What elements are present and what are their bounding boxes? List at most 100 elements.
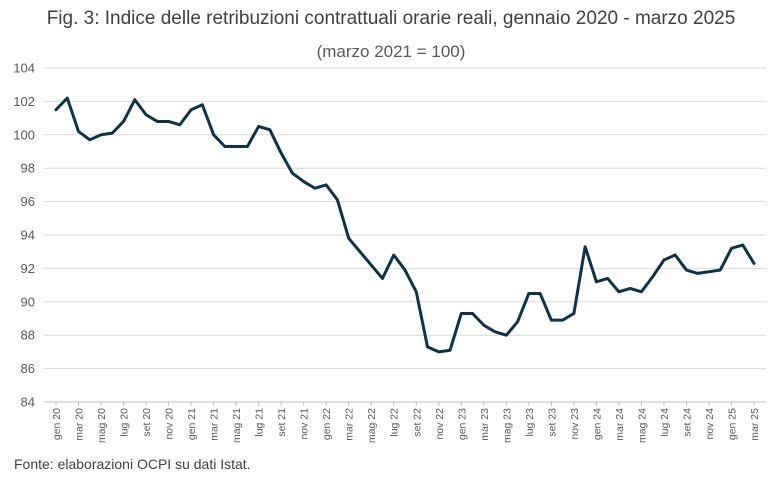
x-tick-label: mar 22 xyxy=(344,408,356,441)
x-tick-label: set 21 xyxy=(276,408,288,437)
data-point xyxy=(606,277,609,280)
data-point xyxy=(66,97,69,100)
data-point xyxy=(167,120,170,123)
data-point xyxy=(674,254,677,257)
data-point xyxy=(358,250,361,253)
data-point xyxy=(223,145,226,148)
data-point xyxy=(257,125,260,128)
x-tick-label: set 23 xyxy=(546,408,558,437)
x-tick-label: mag 24 xyxy=(636,408,648,443)
data-point xyxy=(595,280,598,283)
data-point xyxy=(347,237,350,240)
data-point xyxy=(753,262,756,265)
y-tick-label: 84 xyxy=(21,395,35,410)
data-point xyxy=(640,290,643,293)
source-note: Fonte: elaborazioni OCPI su dati Istat. xyxy=(14,456,251,472)
data-point xyxy=(122,120,125,123)
x-tick-label: lug 21 xyxy=(254,408,266,437)
data-point xyxy=(313,187,316,190)
data-point xyxy=(190,108,193,111)
data-point xyxy=(88,138,91,141)
data-point xyxy=(539,292,542,295)
data-point xyxy=(246,145,249,148)
data-point xyxy=(460,312,463,315)
data-point xyxy=(572,312,575,315)
data-point xyxy=(336,198,339,201)
data-point xyxy=(426,345,429,348)
y-tick-label: 96 xyxy=(21,194,35,209)
data-point xyxy=(201,103,204,106)
data-point xyxy=(685,269,688,272)
x-tick-label: nov 20 xyxy=(164,408,176,440)
data-point xyxy=(617,290,620,293)
x-tick-label: set 24 xyxy=(681,408,693,437)
data-point xyxy=(707,270,710,273)
data-point xyxy=(550,319,553,322)
x-tick-label: mar 23 xyxy=(479,408,491,441)
x-tick-label: set 22 xyxy=(411,408,423,437)
x-tick-label: lug 23 xyxy=(524,408,536,437)
x-tick-label: nov 22 xyxy=(434,408,446,440)
data-point xyxy=(561,319,564,322)
data-point xyxy=(629,287,632,290)
chart-subtitle: (marzo 2021 = 100) xyxy=(316,42,466,61)
x-tick-label: mag 20 xyxy=(96,408,108,443)
y-tick-label: 100 xyxy=(13,127,35,142)
data-point xyxy=(325,183,328,186)
data-point xyxy=(516,320,519,323)
data-point xyxy=(505,334,508,337)
x-tick-label: gen 21 xyxy=(186,408,198,440)
data-point xyxy=(370,264,373,267)
x-tick-label: gen 22 xyxy=(321,408,333,440)
x-tick-label: set 20 xyxy=(141,408,153,437)
series-layer xyxy=(54,96,756,354)
x-tick-label: nov 23 xyxy=(569,408,581,440)
data-point xyxy=(584,245,587,248)
x-tick-label: mar 21 xyxy=(209,408,221,441)
data-point xyxy=(719,269,722,272)
data-point xyxy=(651,275,654,278)
data-point xyxy=(741,244,744,247)
chart-title: Fig. 3: Indice delle retribuzioni contra… xyxy=(46,8,736,29)
x-tick-label: nov 21 xyxy=(299,408,311,440)
data-point xyxy=(662,259,665,262)
data-point xyxy=(100,133,103,136)
x-tick-label: lug 20 xyxy=(119,408,131,437)
data-point xyxy=(471,312,474,315)
x-tick-label: lug 22 xyxy=(389,408,401,437)
data-point xyxy=(449,349,452,352)
x-tick-label: lug 24 xyxy=(659,408,671,437)
data-point xyxy=(156,120,159,123)
y-tick-label: 88 xyxy=(21,328,35,343)
y-tick-label: 90 xyxy=(21,294,35,309)
x-axis: gen 20 mar 20 mag 20 lug 20 set 20 nov 20 gen … xyxy=(44,401,766,443)
data-point xyxy=(111,132,114,135)
data-point xyxy=(55,108,58,111)
x-tick-label: mar 25 xyxy=(749,408,761,441)
gridlines xyxy=(44,67,766,370)
data-point xyxy=(392,254,395,257)
data-point xyxy=(415,290,418,293)
series-line xyxy=(54,96,756,354)
data-point xyxy=(527,292,530,295)
x-tick-label: gen 23 xyxy=(456,408,468,440)
x-tick-label: gen 24 xyxy=(591,408,603,440)
data-point xyxy=(494,330,497,333)
x-tick-label: mar 20 xyxy=(74,408,86,441)
x-tick-label: mar 24 xyxy=(614,408,626,441)
data-point xyxy=(291,172,294,175)
data-point xyxy=(437,350,440,353)
data-point xyxy=(133,98,136,101)
data-point xyxy=(77,130,80,133)
y-tick-label: 92 xyxy=(21,261,35,276)
data-point xyxy=(482,324,485,327)
data-point xyxy=(268,128,271,131)
data-point xyxy=(145,113,148,116)
y-tick-label: 104 xyxy=(13,61,35,76)
x-tick-label: gen 20 xyxy=(51,408,63,440)
data-point xyxy=(730,247,733,250)
y-tick-label: 102 xyxy=(13,94,35,109)
x-tick-label: mag 22 xyxy=(366,408,378,443)
y-tick-label: 94 xyxy=(21,228,35,243)
